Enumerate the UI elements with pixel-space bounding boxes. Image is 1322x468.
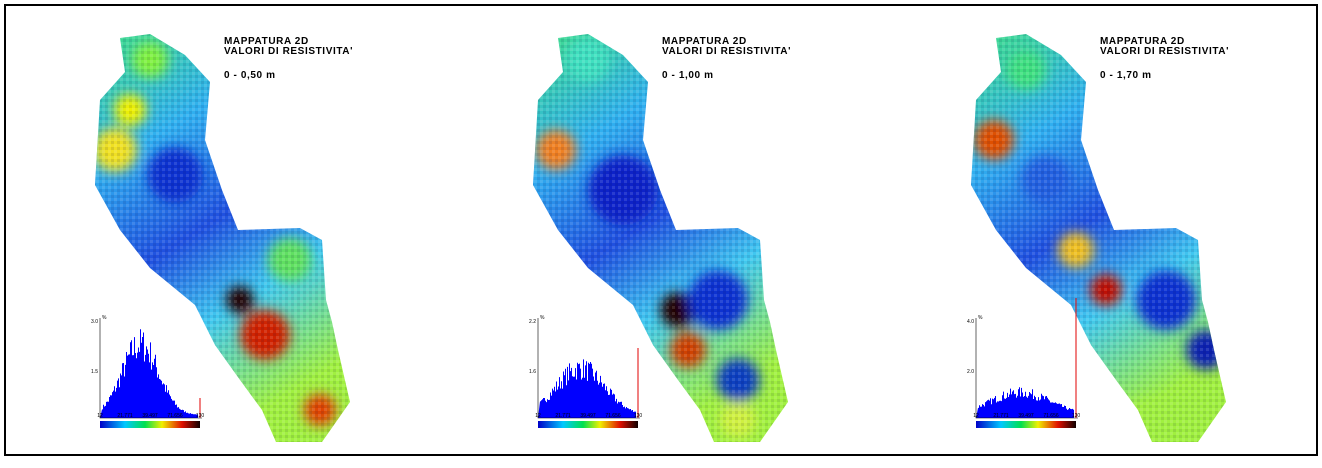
colorbar-label: 12 — [535, 413, 541, 419]
colorbar — [100, 421, 200, 428]
colorbar — [976, 421, 1076, 428]
colorbar-label: 39.497 — [1018, 413, 1034, 419]
colorbar-label: 12 — [97, 413, 103, 419]
colorbar-label: 130 — [1072, 413, 1081, 419]
colorbar-label: 130 — [634, 413, 643, 419]
histogram-y-label: 3.0 — [91, 319, 98, 325]
histogram-y-label: 2.2 — [529, 319, 536, 325]
histogram-unit: % — [102, 315, 107, 321]
colorbar-label: 39.497 — [580, 413, 596, 419]
histogram-y-label: 4.0 — [967, 319, 974, 325]
colorbar-label: 71.656 — [167, 413, 183, 419]
histogram-y-label: 2.0 — [967, 369, 974, 375]
map-title: VALORI DI RESISTIVITA' — [224, 46, 353, 57]
colorbar-label: 21.771 — [117, 413, 133, 419]
colorbar-label: 71.656 — [605, 413, 621, 419]
histogram-y-label: 1.5 — [91, 369, 98, 375]
figure: MAPPATURA 2DVALORI DI RESISTIVITA'0 - 0,… — [0, 0, 1322, 463]
depth-label: 0 - 1,00 m — [662, 70, 714, 81]
colorbar — [538, 421, 638, 428]
histogram-y-label: 1.6 — [529, 369, 536, 375]
histogram-unit: % — [978, 315, 983, 321]
histogram-unit: % — [540, 315, 545, 321]
map-title: VALORI DI RESISTIVITA' — [662, 46, 791, 57]
map-title: VALORI DI RESISTIVITA' — [1100, 46, 1229, 57]
depth-label: 0 - 0,50 m — [224, 70, 276, 81]
colorbar-label: 21.771 — [993, 413, 1009, 419]
colorbar-label: 130 — [196, 413, 205, 419]
colorbar-label: 21.771 — [555, 413, 571, 419]
colorbar-label: 12 — [973, 413, 979, 419]
colorbar-label: 39.497 — [142, 413, 158, 419]
colorbar-label: 71.656 — [1043, 413, 1059, 419]
depth-label: 0 - 1,70 m — [1100, 70, 1152, 81]
